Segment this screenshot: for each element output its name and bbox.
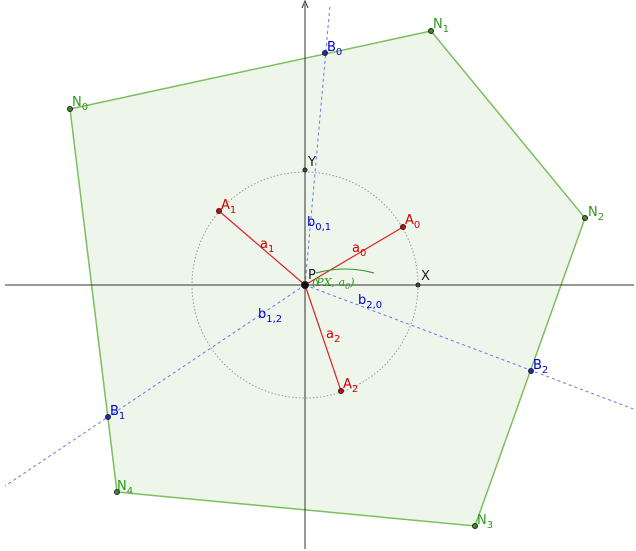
vector-label: b2,0 [358,293,382,311]
vector-label: a2 [326,327,340,345]
vector-label: b1,2 [258,307,282,325]
point-label: X [421,269,430,284]
point-label: A1 [221,198,236,216]
point-label: N0 [72,95,88,113]
point-label: N4 [117,479,133,497]
labels: N0 N1 N2 N3 N4 A0 A1 A2 B0 B1 B2 P X Y a… [72,17,604,531]
angle-hat [315,268,375,274]
point-label: N1 [433,17,449,35]
point-label: P [308,268,316,283]
angle-label: (PX, a0) [312,276,354,291]
point-label: N3 [477,513,493,531]
point-label: Y [307,155,316,170]
vector-label: b0,1 [307,215,331,233]
point-label: B0 [327,40,342,58]
point-label: A0 [405,213,420,231]
angle-arc [315,278,319,286]
vector-label: a1 [260,237,274,255]
points [67,28,588,529]
point-label: B1 [110,404,125,422]
point-label: N2 [588,205,604,223]
vector-label: a0 [352,241,366,259]
point-label: A2 [343,377,358,395]
vectors [218,210,404,392]
point-label: B2 [533,358,548,376]
